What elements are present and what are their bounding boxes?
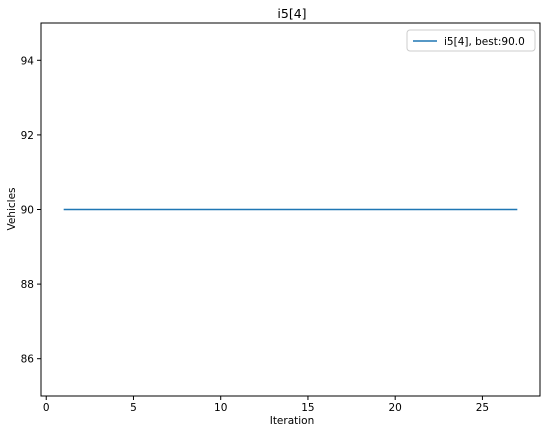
x-tick-label: 15 (301, 402, 314, 414)
y-axis-label: Vehicles (6, 187, 18, 230)
y-tick-label: 90 (21, 205, 34, 217)
x-tick-label: 20 (388, 402, 401, 414)
x-axis-label: Iteration (270, 415, 315, 427)
x-tick-label: 5 (130, 402, 137, 414)
y-tick-label: 88 (21, 279, 34, 291)
x-tick-label: 0 (43, 402, 50, 414)
legend-label: i5[4], best:90.0 (444, 36, 525, 48)
legend: i5[4], best:90.0 (407, 30, 535, 51)
y-tick-label: 92 (21, 130, 34, 142)
x-tick-label: 25 (476, 402, 489, 414)
chart-title: i5[4] (277, 6, 306, 21)
y-tick-label: 86 (21, 354, 35, 366)
y-tick-label: 94 (21, 55, 35, 67)
x-tick-label: 10 (214, 402, 227, 414)
